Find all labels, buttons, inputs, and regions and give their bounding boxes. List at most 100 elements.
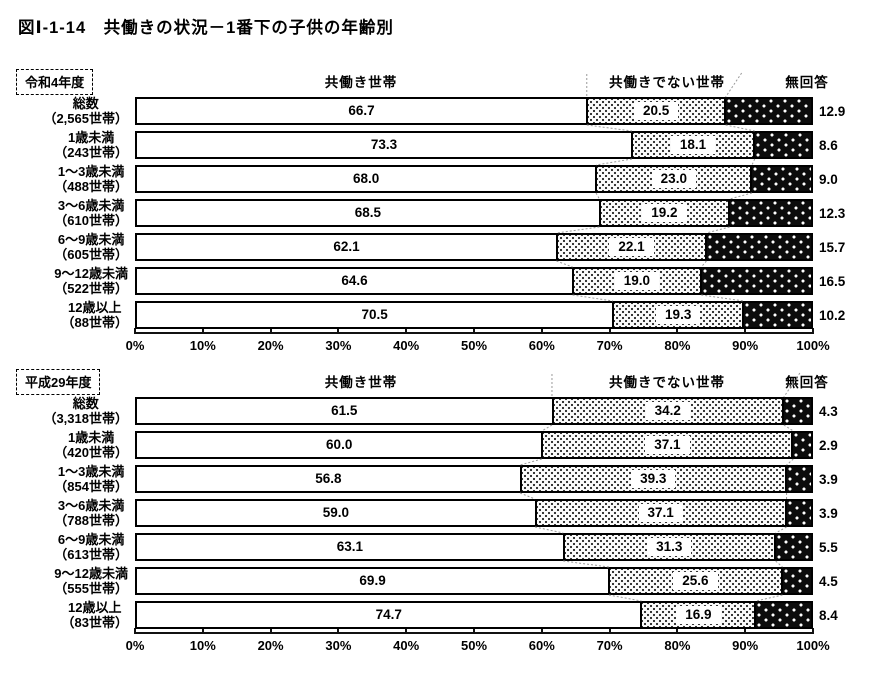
period-badge: 令和4年度	[16, 69, 94, 95]
axis-tick-label: 10%	[189, 338, 216, 353]
segment-value: 23.0	[651, 170, 696, 188]
axis-tick	[405, 328, 408, 332]
axis-tick-label: 100%	[796, 338, 830, 353]
category-label: 総数 （2,565世帯）	[0, 96, 135, 127]
legend-no-answer-label: 無回答	[785, 375, 829, 390]
bar-row: 6～9歳未満 （605世帯） 62.1 22.1 15.7	[0, 230, 870, 264]
segment-no-answer	[724, 99, 811, 123]
axis-tick-label: 30%	[325, 638, 352, 653]
axis-tick	[134, 628, 136, 632]
segment-dual-income: 59.0	[137, 501, 535, 525]
segment-no-answer	[784, 501, 811, 525]
no-answer-value: 4.5	[819, 573, 838, 589]
axis-tick	[608, 628, 611, 632]
stacked-bar: 63.1 31.3	[135, 533, 813, 561]
axis-tick	[473, 328, 475, 332]
segment-value: 59.0	[322, 505, 349, 521]
segment-no-answer	[754, 603, 811, 627]
category-households: （243世帯）	[54, 145, 128, 160]
segment-no-answer	[750, 167, 811, 191]
legend-no-answer-label: 無回答	[785, 75, 829, 90]
axis-tick	[337, 628, 340, 632]
category-households: （613世帯）	[54, 547, 128, 562]
bar-row: 1～3歳未満 （854世帯） 56.8 39.3 3.9	[0, 462, 870, 496]
axis-tick	[405, 628, 408, 632]
no-answer-value: 16.5	[819, 273, 846, 289]
axis-tick-label: 20%	[257, 638, 284, 653]
category-name: 9～12歳未満	[54, 565, 128, 581]
stacked-bar: 70.5 19.3	[135, 301, 813, 329]
bar-row: 9～12歳未満 （555世帯） 69.9 25.6 4.5	[0, 564, 870, 598]
category-label: 9～12歳未満 （522世帯）	[0, 266, 135, 297]
category-label: 1～3歳未満 （854世帯）	[0, 464, 135, 495]
no-answer-value: 9.0	[819, 171, 838, 187]
bar-row: 1歳未満 （420世帯） 60.0 37.1 2.9	[0, 428, 870, 462]
segment-no-answer	[780, 569, 811, 593]
axis-line	[134, 632, 814, 634]
segment-value: 66.7	[348, 103, 375, 119]
category-label: 3～6歳未満 （788世帯）	[0, 498, 135, 529]
axis-tick-label: 50%	[460, 638, 488, 653]
no-answer-value: 10.2	[819, 307, 846, 323]
stacked-bar: 69.9 25.6	[135, 567, 813, 595]
segment-value: 19.3	[656, 306, 701, 324]
chart-section-heisei29: 平成29年度 共働き世帯 共働きでない世帯 無回答 総数 （3,318世帯） 61.…	[0, 368, 870, 662]
category-households: （2,565世帯）	[43, 111, 128, 126]
category-name: 1～3歳未満	[57, 463, 125, 479]
figure-title: 図Ⅰ-1-14 共働きの状況－1番下の子供の年齢別	[18, 19, 394, 37]
axis-tick-label: 70%	[596, 338, 623, 353]
segment-dual-income: 68.0	[137, 167, 596, 191]
axis-tick	[134, 328, 136, 332]
axis-tick-label: 40%	[393, 638, 420, 653]
segment-dual-income: 68.5	[137, 201, 599, 225]
axis-tick	[540, 628, 543, 632]
segment-no-answer	[753, 133, 811, 157]
category-name: 9～12歳未満	[54, 265, 128, 281]
category-name: 6～9歳未満	[57, 231, 125, 247]
segment-value: 31.3	[647, 538, 692, 556]
chart-header: 平成29年度 共働き世帯 共働きでない世帯 無回答	[0, 368, 870, 395]
segment-non-dual-income: 34.2	[551, 399, 782, 423]
category-households: （854世帯）	[54, 479, 128, 494]
axis-tick-label: 0%	[125, 338, 145, 353]
bar-row: 12歳以上 （88世帯） 70.5 19.3 10.2	[0, 298, 870, 332]
axis-tick-label: 50%	[460, 338, 488, 353]
axis-tick-label: 20%	[257, 338, 284, 353]
segment-no-answer	[782, 399, 811, 423]
stacked-bar: 61.5 34.2	[135, 397, 813, 425]
category-households: （610世帯）	[54, 213, 128, 228]
segment-no-answer	[773, 535, 811, 559]
category-label: 1～3歳未満 （488世帯）	[0, 164, 135, 195]
axis-tick	[269, 628, 272, 632]
chart-body: 令和4年度 共働き世帯 共働きでない世帯 無回答 総数 （2,565世帯） 66.7…	[0, 68, 870, 332]
category-name: 12歳以上	[68, 299, 122, 315]
category-name: 3～6歳未満	[57, 497, 125, 513]
stacked-bar: 66.7 20.5	[135, 97, 813, 125]
bar-row: 1歳未満 （243世帯） 73.3 18.1 8.6	[0, 128, 870, 162]
no-answer-value: 12.3	[819, 205, 846, 221]
segment-value: 60.0	[326, 437, 353, 453]
axis-tick-label: 90%	[732, 638, 759, 653]
no-answer-value: 4.3	[819, 403, 838, 419]
segment-non-dual-income: 19.2	[598, 201, 729, 225]
category-households: （555世帯）	[54, 581, 128, 596]
bar-row: 総数 （3,318世帯） 61.5 34.2 4.3	[0, 394, 870, 428]
category-name: 1歳未満	[68, 429, 115, 445]
segment-value: 37.1	[645, 436, 690, 454]
stacked-bar: 68.5 19.2	[135, 199, 813, 227]
category-label: 6～9歳未満 （613世帯）	[0, 532, 135, 563]
axis-tick	[812, 628, 814, 632]
segment-value: 22.1	[609, 238, 654, 256]
bar-row: 6～9歳未満 （613世帯） 63.1 31.3 5.5	[0, 530, 870, 564]
segment-value: 73.3	[370, 137, 398, 153]
axis-tick-label: 60%	[528, 638, 555, 653]
segment-value: 20.5	[633, 102, 679, 120]
segment-dual-income: 60.0	[137, 433, 542, 457]
bar-row: 1～3歳未満 （488世帯） 68.0 23.0 9.0	[0, 162, 870, 196]
category-label: 12歳以上 （83世帯）	[0, 600, 135, 631]
segment-dual-income: 66.7	[137, 99, 587, 123]
axis-tick-label: 30%	[325, 338, 352, 353]
no-answer-value: 5.5	[819, 539, 838, 555]
segment-dual-income: 56.8	[137, 467, 520, 491]
segment-non-dual-income: 25.6	[608, 569, 781, 593]
